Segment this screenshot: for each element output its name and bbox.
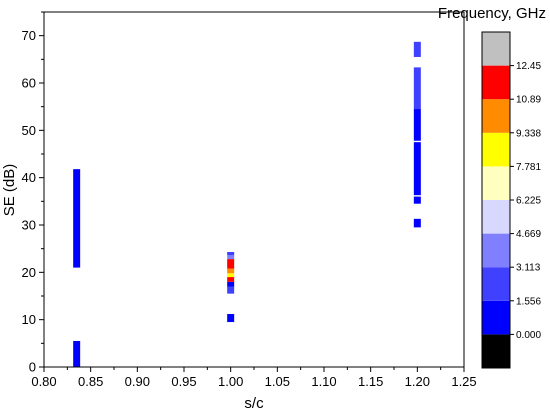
- colorbar-bin-9: [482, 32, 510, 66]
- colorbar-tick-label-8: 12.45: [516, 61, 541, 72]
- data-marks: [73, 41, 421, 367]
- data-segment-2-0: [413, 218, 421, 228]
- x-tick-label-1: 0.85: [78, 374, 103, 389]
- colorbar-tick-label-5: 7.781: [516, 162, 541, 173]
- colorbar-tick-label-2: 3.113: [516, 263, 541, 274]
- colorbar-title: Frequency, GHz: [438, 5, 546, 22]
- data-segment-1-3: [227, 277, 235, 282]
- y-tick-label-5: 50: [22, 123, 36, 138]
- colorbar-bin-8: [482, 65, 510, 100]
- colorbar-tick-label-1: 1.556: [516, 296, 541, 307]
- data-segment-1-5: [227, 268, 235, 274]
- colorbar-bin-3: [482, 233, 510, 268]
- data-segment-0-0: [73, 340, 81, 367]
- data-segment-1-4: [227, 273, 235, 278]
- y-tick-label-2: 20: [22, 265, 36, 280]
- data-segment-2-5: [413, 41, 421, 57]
- x-tick-label-3: 0.95: [171, 374, 196, 389]
- colorbar-bin-0: [482, 334, 510, 368]
- y-tick-label-4: 40: [22, 170, 36, 185]
- colorbar-bin-6: [482, 132, 510, 167]
- x-tick-label-9: 1.25: [451, 374, 476, 389]
- data-segment-2-3: [413, 109, 421, 141]
- data-segment-2-1: [413, 196, 421, 204]
- data-segment-1-6: [227, 259, 235, 269]
- x-tick-label-2: 0.90: [125, 374, 150, 389]
- y-tick-label-3: 30: [22, 218, 36, 233]
- colorbar-bin-1: [482, 300, 510, 335]
- y-tick-label-7: 70: [22, 28, 36, 43]
- x-tick-label-0: 0.80: [31, 374, 56, 389]
- data-segment-1-1: [227, 286, 235, 294]
- x-tick-label-4: 1.00: [218, 374, 243, 389]
- y-tick-label-6: 60: [22, 76, 36, 91]
- colorbar-tick-label-4: 6.225: [516, 196, 541, 207]
- colorbar-bin-4: [482, 200, 510, 234]
- colorbar-bin-2: [482, 267, 510, 301]
- colorbar-tick-label-7: 10.89: [516, 95, 541, 106]
- y-tick-label-0: 0: [29, 360, 36, 375]
- plot-frame: [43, 11, 465, 368]
- x-tick-label-6: 1.10: [311, 374, 336, 389]
- x-tick-label-8: 1.20: [405, 374, 430, 389]
- data-segment-2-4: [413, 67, 421, 110]
- colorbar-bin-5: [482, 166, 510, 200]
- x-tick-label-7: 1.15: [358, 374, 383, 389]
- data-segment-1-8: [227, 251, 235, 256]
- x-tick-label-5: 1.05: [265, 374, 290, 389]
- colorbar: 0.000 1.556 3.113 4.669 6.225 7.781 9.338 10.89…: [481, 31, 541, 369]
- y-axis-title: SE (dB): [1, 164, 18, 217]
- data-segment-0-1: [73, 169, 81, 268]
- data-segment-1-2: [227, 281, 235, 287]
- colorbar-tick-label-0: 0.000: [516, 330, 541, 341]
- x-axis: 0.80 0.85 0.90 0.95 1.00 1.05 1.10 1.15 1.20 1.25: [31, 367, 477, 389]
- colorbar-bin-7: [482, 99, 510, 133]
- data-segment-1-7: [227, 255, 235, 260]
- y-tick-label-1: 10: [22, 312, 36, 327]
- data-segment-1-0: [227, 313, 235, 323]
- data-segment-2-2: [413, 142, 421, 196]
- colorbar-tick-label-6: 9.338: [516, 128, 541, 139]
- colorbar-tick-label-3: 4.669: [516, 229, 541, 240]
- x-axis-title: s/c: [244, 395, 264, 412]
- y-axis: 0 10 20 30 40 50 60 70: [22, 11, 44, 375]
